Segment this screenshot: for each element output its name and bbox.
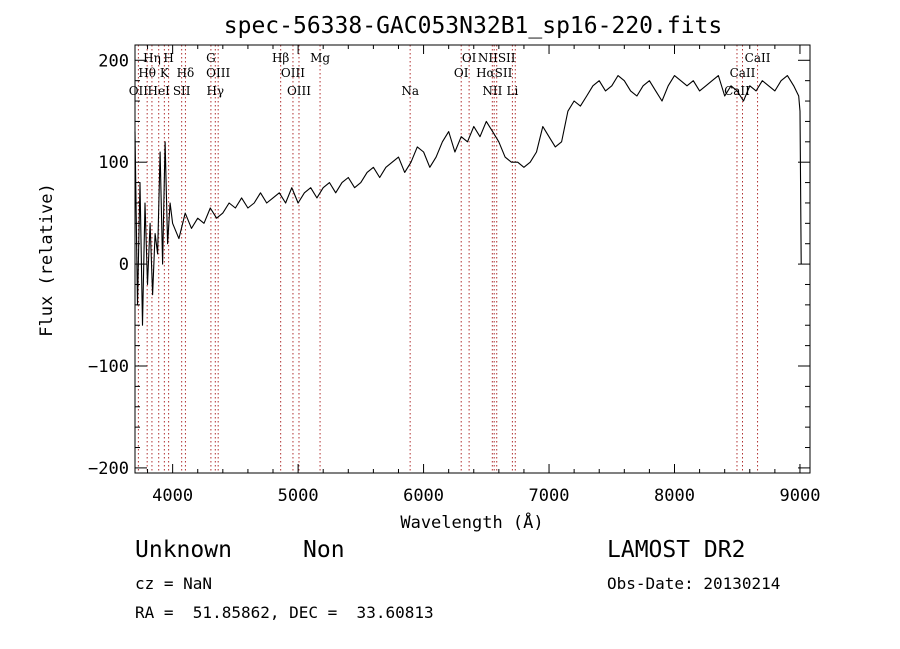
emission-line-markers [137,45,759,473]
classification-label: Unknown [135,537,232,563]
line-label-20: OIII [287,84,311,98]
line-label-22: NII [482,84,502,98]
line-label-2: G [206,51,216,65]
spectrum-layer [134,75,802,326]
coordinates-label: RA = 51.85862, DEC = 33.60813 [135,603,434,622]
line-label-21: Na [401,84,419,98]
x-tick-label-3: 7000 [529,486,570,506]
line-label-14: HαSII [476,66,513,80]
y-tick-label-2: 0 [119,255,129,275]
line-label-18: SII [173,84,191,98]
x-tick-label-2: 6000 [403,486,444,506]
line-label-4: Mg [310,51,330,65]
line-label-16: OII [129,84,149,98]
line-label-7: CaII [745,51,771,65]
line-label-19: Hγ [206,84,224,98]
x-tick-label-1: 5000 [278,486,319,506]
x-tick-label-5: 9000 [779,486,820,506]
y-axis-label: Flux (relative) [37,183,57,337]
x-axis-label: Wavelength (Å) [400,511,543,533]
chart-title: spec-56338-GAC053N32B1_sp16-220.fits [224,13,723,39]
line-label-10: Hδ [177,66,195,80]
line-label-8: Hθ [138,66,156,80]
redshift-label: cz = NaN [135,574,213,593]
line-label-3: Hβ [272,51,289,65]
line-label-6: NIISII [478,51,516,65]
y-tick-label-3: 100 [98,153,129,173]
y-tick-label-4: 200 [98,51,129,71]
plot-frame [134,44,811,474]
line-label-23: Li [506,84,518,98]
survey-label: LAMOST DR2 [607,537,746,563]
x-tick-label-0: 4000 [152,486,193,506]
spectrum-line [134,75,802,326]
line-label-24: CaII [724,84,750,98]
line-label-17: HeI [148,84,171,98]
obs-date-label: Obs-Date: 20130214 [607,574,781,593]
subclass-label: Non [303,537,345,563]
axes: 4000 5000 6000 7000 8000 9000 −200 −100 0 100 200 [88,44,820,506]
line-label-15: CaII [730,66,756,80]
line-label-13: OI [454,66,469,80]
y-tick-label-1: −100 [88,357,129,377]
line-label-9: K [160,66,170,80]
x-tick-label-4: 8000 [654,486,695,506]
y-tick-label-0: −200 [88,459,129,479]
line-label-0: Hη [143,51,161,65]
line-label-5: OI [462,51,477,65]
line-label-12: OIII [281,66,305,80]
line-label-1: H [163,51,173,65]
line-label-11: OIII [206,66,230,80]
